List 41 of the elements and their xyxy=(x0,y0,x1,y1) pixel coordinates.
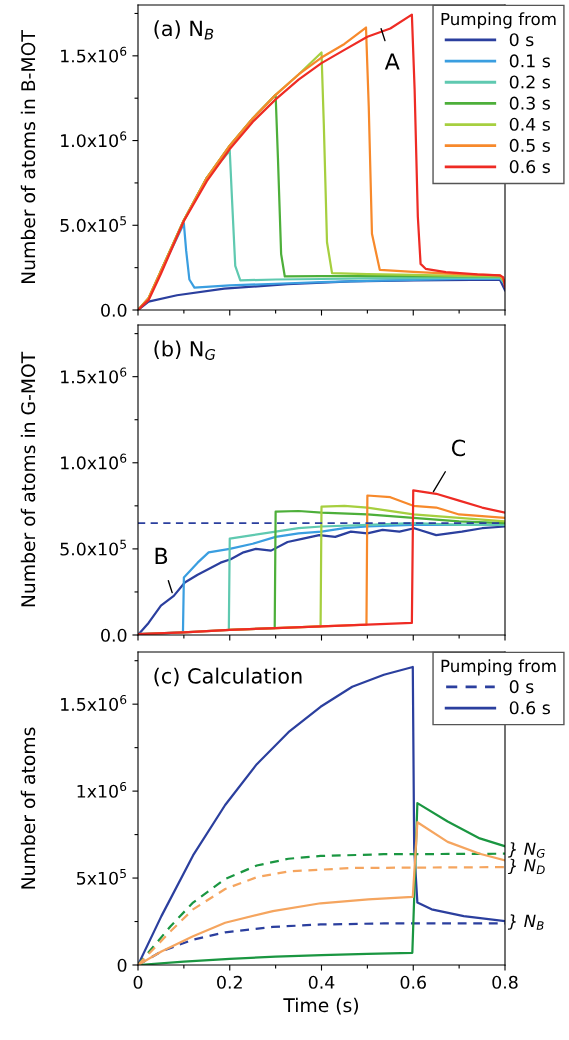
legend-title: Pumping from xyxy=(441,12,556,29)
legend-label: 0.4 s xyxy=(509,117,550,131)
y-axis-title: Number of atoms in B-MOT xyxy=(20,30,36,283)
legend-label: 0.5 s xyxy=(509,138,550,152)
annotation: } N$_{D}$ xyxy=(507,858,545,875)
x-axis-title: Time (s) xyxy=(283,997,359,1015)
legend-label: 0 s xyxy=(509,680,534,694)
text: (c) Calculation xyxy=(154,667,302,687)
y-tick-label: 5.0x10$^{5}$ xyxy=(60,539,126,556)
annotation: C xyxy=(451,439,465,457)
text: (a) N$_{B}$ xyxy=(154,20,214,40)
annotation: A xyxy=(384,53,400,70)
y-tick-label: 1.0x10$^{6}$ xyxy=(61,453,127,470)
annotation: B xyxy=(155,547,168,565)
y-axis-title: Number of atoms xyxy=(20,727,36,889)
annotation: } N$_{G}$ xyxy=(507,842,545,858)
y-tick-label: 0 xyxy=(117,958,127,972)
legend-label: 0.1 s xyxy=(509,54,550,68)
y-tick-label: 1.5x10$^{6}$ xyxy=(61,46,127,63)
x-tick-label: 0.6 xyxy=(400,975,426,989)
y-axis-title: Number of atoms in G-MOT xyxy=(20,351,36,607)
legend-label: 0.2 s xyxy=(509,75,550,89)
text: (b) N$_{G}$ xyxy=(154,340,216,360)
y-tick-label: 1.5x10$^{6}$ xyxy=(61,694,127,711)
legend-label: 0.6 s xyxy=(509,701,550,715)
legend-label: 0.3 s xyxy=(509,96,550,110)
y-tick-label: 0.0 xyxy=(101,303,127,317)
legend-title: Pumping from xyxy=(441,659,556,676)
x-tick-label: 0 xyxy=(133,975,143,989)
y-tick-label: 0.0 xyxy=(101,628,127,642)
x-tick-label: 0.4 xyxy=(308,975,335,989)
legend-label: 0.6 s xyxy=(509,160,550,174)
y-tick-label: 1.0x10$^{6}$ xyxy=(61,131,127,148)
y-tick-label: 5x10$^{5}$ xyxy=(77,869,126,885)
annotation: } N$_{B}$ xyxy=(507,914,544,930)
y-tick-label: 5.0x10$^{5}$ xyxy=(60,216,126,232)
legend-label: 0 s xyxy=(509,33,534,47)
y-tick-label: 1x10$^{6}$ xyxy=(77,781,127,798)
x-tick-label: 0.2 xyxy=(217,975,242,989)
y-tick-label: 1.5x10$^{6}$ xyxy=(61,367,127,384)
x-tick-label: 0.8 xyxy=(492,975,518,989)
